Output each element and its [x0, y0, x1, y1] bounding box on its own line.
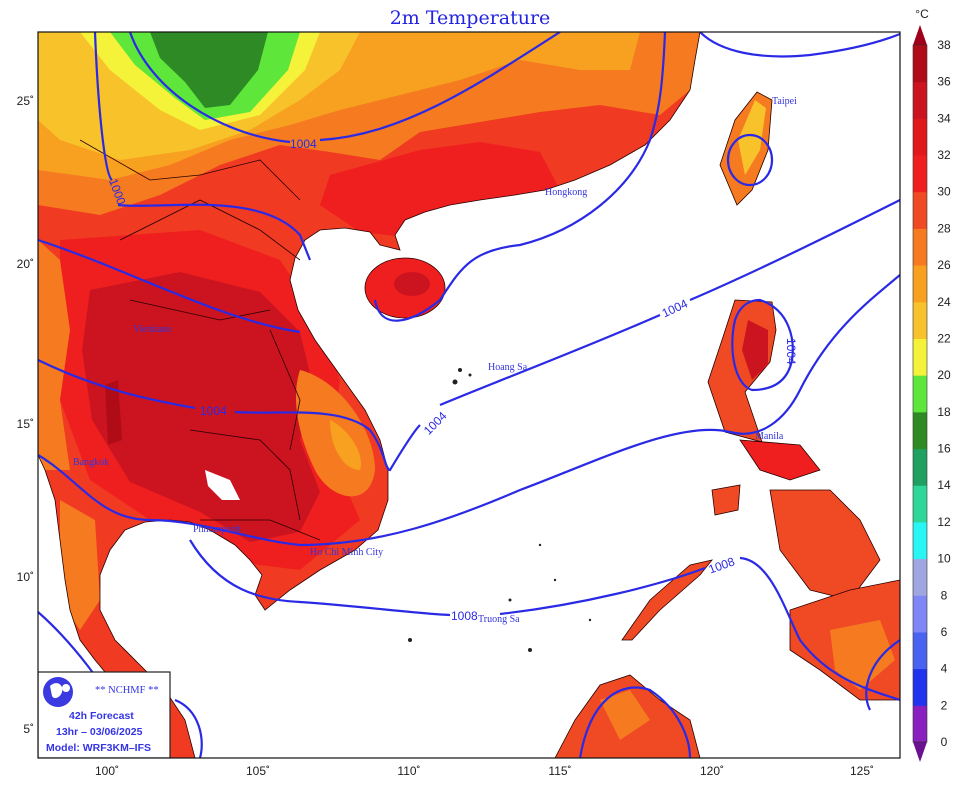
colorbar-bin	[913, 631, 927, 670]
isobars: 1004 1000 1004 1004 1004 1004 1008 1008	[38, 32, 900, 758]
philippines-islands	[621, 299, 900, 701]
isobar-line	[699, 32, 900, 58]
isobar-label: 1004	[290, 137, 317, 151]
mainland-temperature-field	[38, 32, 701, 758]
city-label-phnompenh: Phnompenh	[193, 524, 241, 535]
colorbar-tick-label: 4	[941, 662, 948, 676]
colorbar-bin	[913, 228, 927, 266]
map-area: 1004 1000 1004 1004 1004 1004 1008 1008 …	[38, 32, 900, 758]
colorbar-under-triangle	[913, 742, 927, 762]
colorbar-bin	[913, 45, 927, 83]
colorbar-tick-label: 16	[937, 442, 951, 456]
lat-tick-label: 5˚	[23, 722, 34, 736]
colorbar-bin	[913, 375, 927, 413]
forecast-label: 42h Forecast	[69, 710, 134, 722]
colorbar-tick-label: 22	[937, 331, 951, 345]
isobar-line	[189, 539, 900, 702]
colorbar-tick-label: 20	[937, 368, 951, 382]
isobar-line	[865, 639, 900, 711]
colorbar-bin	[913, 668, 927, 706]
colorbar-tick-label: 6	[941, 625, 948, 639]
city-labels: Vientiane Bangkok Phnompenh Ho Chi Minh …	[73, 96, 797, 625]
lat-tick-label: 25˚	[17, 94, 34, 108]
valid-time-label: 13hr – 03/06/2025	[56, 726, 143, 738]
city-label-taipei: Taipei	[772, 96, 797, 107]
colorbar-tick-label: 36	[937, 75, 951, 89]
lon-tick-label: 105˚	[246, 764, 270, 778]
model-label: Model: WRF3KM–IFS	[46, 742, 151, 754]
colorbar-tick-label: 14	[937, 478, 951, 492]
colorbar-tick-label: 18	[937, 405, 951, 419]
colorbar-unit: °C	[915, 7, 929, 21]
isobar-loop-taiwan	[726, 133, 774, 187]
colorbar-tick-label: 28	[937, 221, 951, 235]
isobar-loop-luzon	[731, 298, 794, 392]
colorbar-bin	[913, 338, 927, 376]
isobar-label: 1004	[784, 338, 798, 365]
isobar-label: 1004	[200, 404, 227, 418]
hainan-island	[364, 257, 446, 319]
colorbar-tick-label: 30	[937, 185, 951, 199]
city-label-manila: Manila	[755, 431, 784, 442]
lat-tick-label: 20˚	[17, 257, 34, 271]
colorbar-tick-label: 2	[941, 698, 948, 712]
city-label-truong-sa: Truong Sa	[478, 614, 520, 625]
colorbar-tick-label: 8	[941, 588, 948, 602]
nchmf-logo	[43, 677, 73, 707]
colorbar-tick-label: 0	[941, 735, 948, 749]
isobar-line	[38, 199, 900, 472]
city-label-hongkong: Hongkong	[545, 187, 587, 198]
colorbar-tick-label: 10	[937, 552, 951, 566]
small-islands	[408, 368, 592, 652]
colorbar-bin	[913, 485, 927, 523]
isobar-line	[38, 238, 301, 334]
axis-ticks: 100˚ 105˚ 110˚ 115˚ 120˚ 125˚ 25˚ 20˚ 15…	[17, 94, 874, 778]
city-label-bangkok: Bangkok	[73, 457, 109, 468]
lon-tick-label: 110˚	[397, 764, 420, 778]
colorbar-tick-label: 12	[937, 515, 951, 529]
lat-tick-label: 10˚	[17, 570, 34, 584]
lon-tick-label: 100˚	[95, 764, 119, 778]
isobar-line	[93, 32, 312, 261]
city-label-hoang-sa: Hoang Sa	[488, 362, 528, 373]
isobar-label: 1008	[451, 609, 478, 623]
isobar-line	[373, 32, 667, 322]
colorbar-tick-label: 24	[937, 295, 951, 309]
org-label: ** NCHMF **	[95, 685, 159, 696]
lon-tick-label: 125˚	[850, 764, 874, 778]
colorbar-bin	[913, 521, 927, 560]
colorbar-bin	[913, 265, 927, 303]
colorbar-tick-label: 34	[937, 111, 951, 125]
colorbar-bin	[913, 191, 927, 229]
map-title: 2m Temperature	[390, 7, 551, 29]
forecast-info-box: ** NCHMF ** 42h Forecast 13hr – 03/06/20…	[38, 671, 171, 758]
colorbar-frame	[912, 44, 928, 743]
colorbar-bin	[913, 81, 927, 119]
colorbar-bin	[913, 705, 927, 743]
lat-tick-label: 15˚	[17, 417, 34, 431]
colorbar-over-triangle	[913, 25, 927, 45]
isobar-line	[38, 274, 900, 547]
colorbar-bin	[913, 411, 927, 450]
colorbar-bin	[913, 301, 927, 339]
colorbar-bin	[913, 118, 927, 156]
isobar-loop-borneo	[578, 686, 692, 758]
city-label-ho-chi-minh-city: Ho Chi Minh City	[310, 547, 383, 558]
map-frame	[37, 31, 901, 759]
colorbar-bin	[913, 558, 927, 596]
colorbar-bin	[913, 595, 927, 633]
colorbar-bin	[913, 155, 927, 193]
lon-tick-label: 115˚	[548, 764, 571, 778]
colorbar-tick-label: 38	[937, 38, 951, 52]
colorbar-tick-label: 32	[937, 148, 951, 162]
city-label-vientiane: Vientiane	[133, 324, 172, 335]
colorbar-tick-label: 26	[937, 258, 951, 272]
lon-tick-label: 120˚	[700, 764, 724, 778]
isobar-line	[128, 32, 561, 144]
isobar-line	[174, 698, 203, 758]
colorbar-bin	[913, 448, 927, 486]
